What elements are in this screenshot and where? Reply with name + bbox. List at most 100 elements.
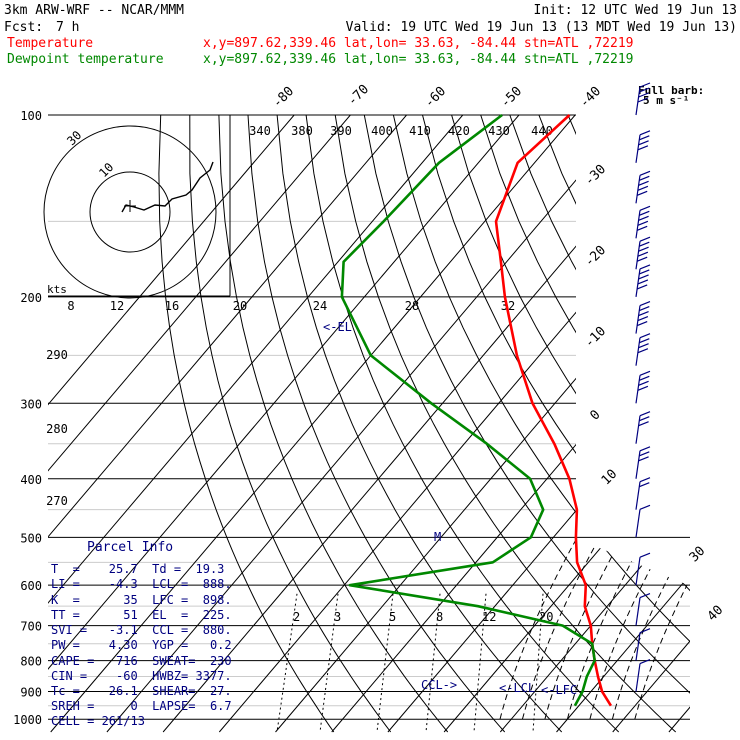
wind-barb-flag	[636, 256, 648, 262]
hodograph-ring-label: 10	[96, 160, 116, 180]
isotherm-label: -40	[577, 84, 604, 111]
dry-adiabat-line	[567, 115, 690, 733]
isotherm-line	[48, 115, 520, 733]
wind-barb-flag	[639, 446, 651, 452]
barb-legend-line1: Full barb:	[638, 84, 704, 97]
dry-adiabat-line	[158, 115, 335, 733]
wind-barb-flag	[637, 385, 649, 391]
dry-adiabat-label: 390	[330, 124, 352, 138]
wind-barb-flag	[639, 87, 650, 93]
dry-adiabat-line	[276, 115, 563, 733]
dry-adiabat-label: 420	[448, 124, 470, 138]
wind-barb-flag	[638, 215, 649, 221]
wind-barb-flag	[639, 210, 650, 216]
pressure-tick-label: 100	[20, 109, 42, 123]
dewpoint-legend: Dewpoint temperature	[7, 52, 164, 67]
mixing-ratio-label: 2	[293, 610, 300, 624]
wind-barb	[635, 450, 641, 479]
wind-barb-flag	[639, 205, 651, 211]
dry-adiabat-label: 430	[488, 124, 510, 138]
dry-adiabat-line	[189, 115, 392, 733]
isotherm-line	[48, 115, 464, 733]
dewpoint-location: x,y=897.62,339.46 lat,lon= 33.63, -84.44…	[203, 52, 633, 67]
parcel-row: CIN = -60 HWBZ= 3377.	[51, 669, 232, 683]
wind-barb-flag	[639, 82, 651, 88]
mixing-ratio-line	[319, 593, 339, 733]
wind-barb-flag	[638, 343, 649, 349]
dewpoint-profile	[340, 113, 597, 707]
isotherm-line	[612, 115, 690, 733]
moist-adiabat-label: 28	[405, 299, 419, 313]
dry-adiabat-label: 410	[409, 124, 431, 138]
wind-barb-flag	[639, 628, 651, 634]
isotherm-label: -80	[270, 84, 297, 111]
parcel-row: PW = 4.30 YGP = 0.2	[51, 638, 232, 652]
mixing-ratio-line	[276, 593, 298, 733]
wind-barb-flag	[638, 180, 649, 186]
parcel-info-title: Parcel Info	[87, 540, 173, 555]
dry-adiabat-line	[305, 115, 620, 733]
mixing-ratio-line	[425, 593, 441, 733]
isotherm-line	[48, 115, 351, 733]
dry-adiabat-line	[654, 115, 690, 733]
moist-adiabat-label: 8	[67, 299, 74, 313]
dry-adiabat-label: 340	[249, 124, 271, 138]
lfc-marker: <-LFC	[541, 683, 577, 697]
wind-barb-flag	[639, 416, 650, 422]
wind-barb-flag	[639, 338, 650, 344]
forecast-hours: 7 h	[56, 20, 79, 35]
temperature-location: x,y=897.62,339.46 lat,lon= 33.63, -84.44…	[203, 36, 633, 51]
dry-adiabat-line	[392, 115, 690, 733]
dry-adiabat-label: 270	[46, 494, 68, 508]
parcel-row: TT = 51 EL = 225.	[51, 608, 232, 622]
isotherm-label: -10	[582, 324, 609, 351]
wind-barb-flag	[639, 175, 650, 181]
wind-barb-flag	[639, 269, 650, 275]
wind-barb-flag	[637, 185, 649, 191]
wind-barb-flag	[639, 482, 650, 488]
wind-barb-flag	[639, 333, 651, 339]
moist-adiabat-line	[634, 296, 690, 720]
isotherm-line	[499, 115, 690, 733]
mixing-ratio-label: 12	[482, 610, 496, 624]
valid-time: Valid: 19 UTC Wed 19 Jun 13 (13 MDT Wed …	[346, 20, 737, 35]
wind-barbs	[635, 82, 651, 692]
wind-max-marker: M	[434, 530, 441, 544]
parcel-row: K = 35 LFC = 898.	[51, 593, 232, 607]
wind-barb-flag	[636, 320, 648, 327]
dry-adiabat-line	[451, 115, 690, 733]
hodograph-units: kts	[47, 283, 67, 296]
wind-barb-flag	[639, 264, 651, 270]
moist-adiabat-line	[589, 296, 690, 720]
isotherm-label: -20	[582, 243, 609, 270]
wind-barb-flag	[636, 225, 648, 231]
wind-barb-flag	[637, 348, 649, 354]
wind-barb-flag	[637, 279, 649, 285]
pressure-tick-label: 600	[20, 579, 42, 593]
wind-barb-flag	[639, 135, 650, 141]
wind-barb-flag	[638, 456, 649, 462]
isotherm-label: 40	[705, 603, 727, 625]
dry-adiabat-label: 400	[371, 124, 393, 138]
isotherm-label: 10	[599, 467, 621, 489]
parcel-row: LI = -4.3 LCL = 888.	[51, 577, 232, 591]
isotherm-label: -30	[582, 162, 609, 189]
temperature-legend: Temperature	[7, 36, 93, 51]
wind-barb-flag	[639, 170, 651, 176]
wind-barb-flag	[638, 310, 649, 317]
dry-adiabat-line	[363, 115, 690, 733]
mixing-ratio-line	[532, 593, 544, 733]
pressure-tick-label: 300	[20, 397, 42, 411]
isotherm-line	[48, 115, 295, 733]
parcel-row: SVI = -3.1 CCL = 880.	[51, 623, 232, 637]
wind-barb-flag	[636, 190, 648, 196]
isotherm-label: -50	[498, 84, 525, 111]
wind-barb	[635, 632, 641, 661]
dry-adiabat-label: 290	[46, 348, 68, 362]
isotherm-label: -70	[345, 82, 372, 109]
wind-barb	[635, 481, 641, 510]
mixing-ratio-label: 8	[436, 610, 443, 624]
mixing-ratio-line	[376, 593, 394, 733]
wind-barb-flag	[638, 380, 649, 386]
dry-adiabat-label: 280	[46, 422, 68, 436]
